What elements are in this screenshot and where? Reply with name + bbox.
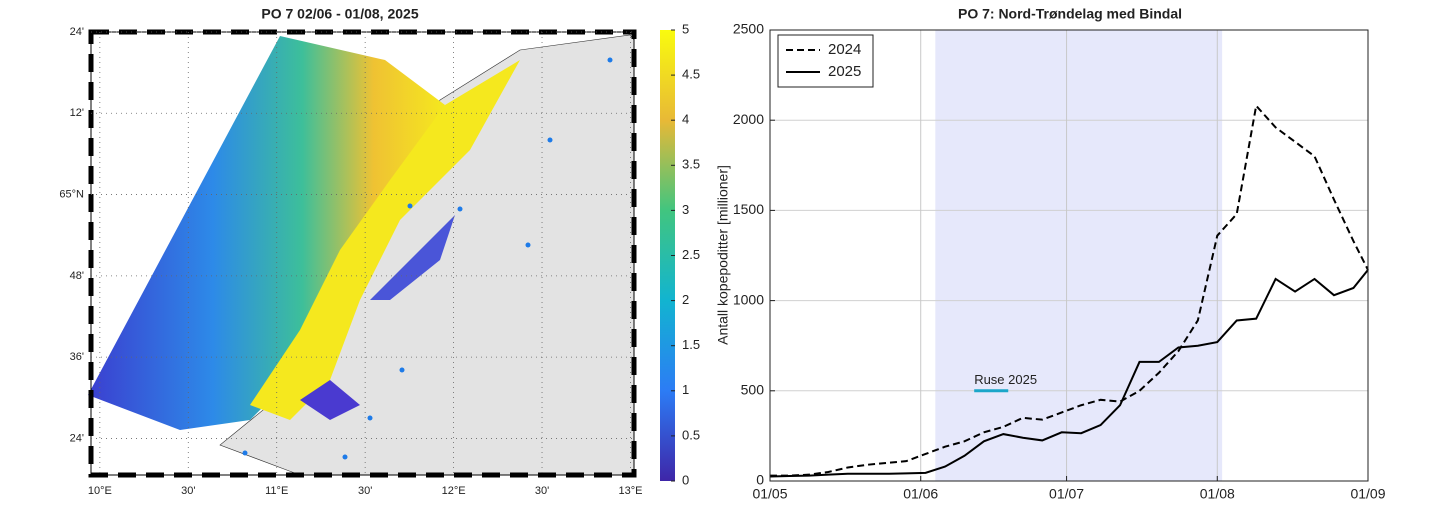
y-tick-label: 24' <box>70 432 84 444</box>
colorbar-tick-label: 0 <box>682 472 689 487</box>
x-tick-label: 01/05 <box>752 486 787 502</box>
y-tick-label: 65°N <box>59 188 84 200</box>
station <box>607 57 613 63</box>
y-axis-label: Antall kopepoditter [millioner] <box>715 165 731 345</box>
y-tick-label: 24' <box>70 26 84 38</box>
x-tick-label: 11°E <box>265 485 288 497</box>
colorbar-tick-label: 0.5 <box>682 427 700 442</box>
y-tick-label: 0 <box>756 472 764 488</box>
y-tick-label: 1000 <box>733 291 764 307</box>
shaded-period <box>935 30 1223 481</box>
station <box>399 367 405 373</box>
plot-frame <box>769 29 1369 482</box>
station <box>547 137 553 143</box>
colorbar-tick-label: 4.5 <box>682 67 700 82</box>
fjord-field <box>300 380 360 420</box>
y-tick-label: 500 <box>741 382 765 398</box>
station <box>407 203 413 209</box>
x-tick-label: 10°E <box>88 485 112 497</box>
x-tick-label: 30' <box>181 485 195 497</box>
legend-box <box>777 34 874 88</box>
x-tick-label: 30' <box>358 485 372 497</box>
colorbar <box>660 30 675 481</box>
colorbar-tick-label: 4 <box>682 112 689 127</box>
y-tick-label: 2000 <box>733 111 764 127</box>
station <box>525 242 531 248</box>
stations <box>242 57 613 460</box>
station <box>342 454 348 460</box>
y-tick-label: 48' <box>70 270 84 282</box>
x-tick-label: 01/09 <box>1350 486 1385 502</box>
station <box>367 415 373 421</box>
colorbar-tick-label: 1.5 <box>682 337 700 352</box>
x-tick-label: 01/07 <box>1049 486 1084 502</box>
colorbar-tick-label: 3.5 <box>682 157 700 172</box>
y-tick-label: 12' <box>70 107 84 119</box>
chart-title: PO 7: Nord-Trøndelag med Bindal <box>958 6 1182 22</box>
map-title: PO 7 02/06 - 01/08, 2025 <box>261 6 418 22</box>
model-swath <box>88 36 445 430</box>
x-tick-label: 12°E <box>442 485 466 497</box>
station <box>242 450 248 456</box>
y-tick-label: 1500 <box>733 201 764 217</box>
map-frame-inner <box>90 31 635 476</box>
x-tick-label: 01/08 <box>1200 486 1235 502</box>
legend-label: 2024 <box>828 41 861 58</box>
x-tick-label: 13°E <box>618 485 642 497</box>
colorbar-tick-label: 1 <box>682 382 689 397</box>
legend-label: 2025 <box>828 63 861 80</box>
x-tick-label: 01/06 <box>903 486 938 502</box>
colorbar-tick-label: 2 <box>682 292 689 307</box>
station <box>457 206 463 212</box>
y-tick-label: 36' <box>70 351 84 363</box>
colorbar-tick-label: 5 <box>682 21 689 36</box>
series-line <box>770 103 1369 477</box>
map-decor <box>88 29 675 481</box>
y-tick-label: 2500 <box>733 21 764 37</box>
x-tick-label: 30' <box>535 485 549 497</box>
colorbar-tick-label: 3 <box>682 202 689 217</box>
series-line <box>769 269 1369 478</box>
colorbar-tick-label: 2.5 <box>682 247 700 262</box>
annotation-label: Ruse 2025 <box>974 372 1037 387</box>
fjord-field <box>370 215 455 300</box>
coastal-field <box>250 60 520 420</box>
